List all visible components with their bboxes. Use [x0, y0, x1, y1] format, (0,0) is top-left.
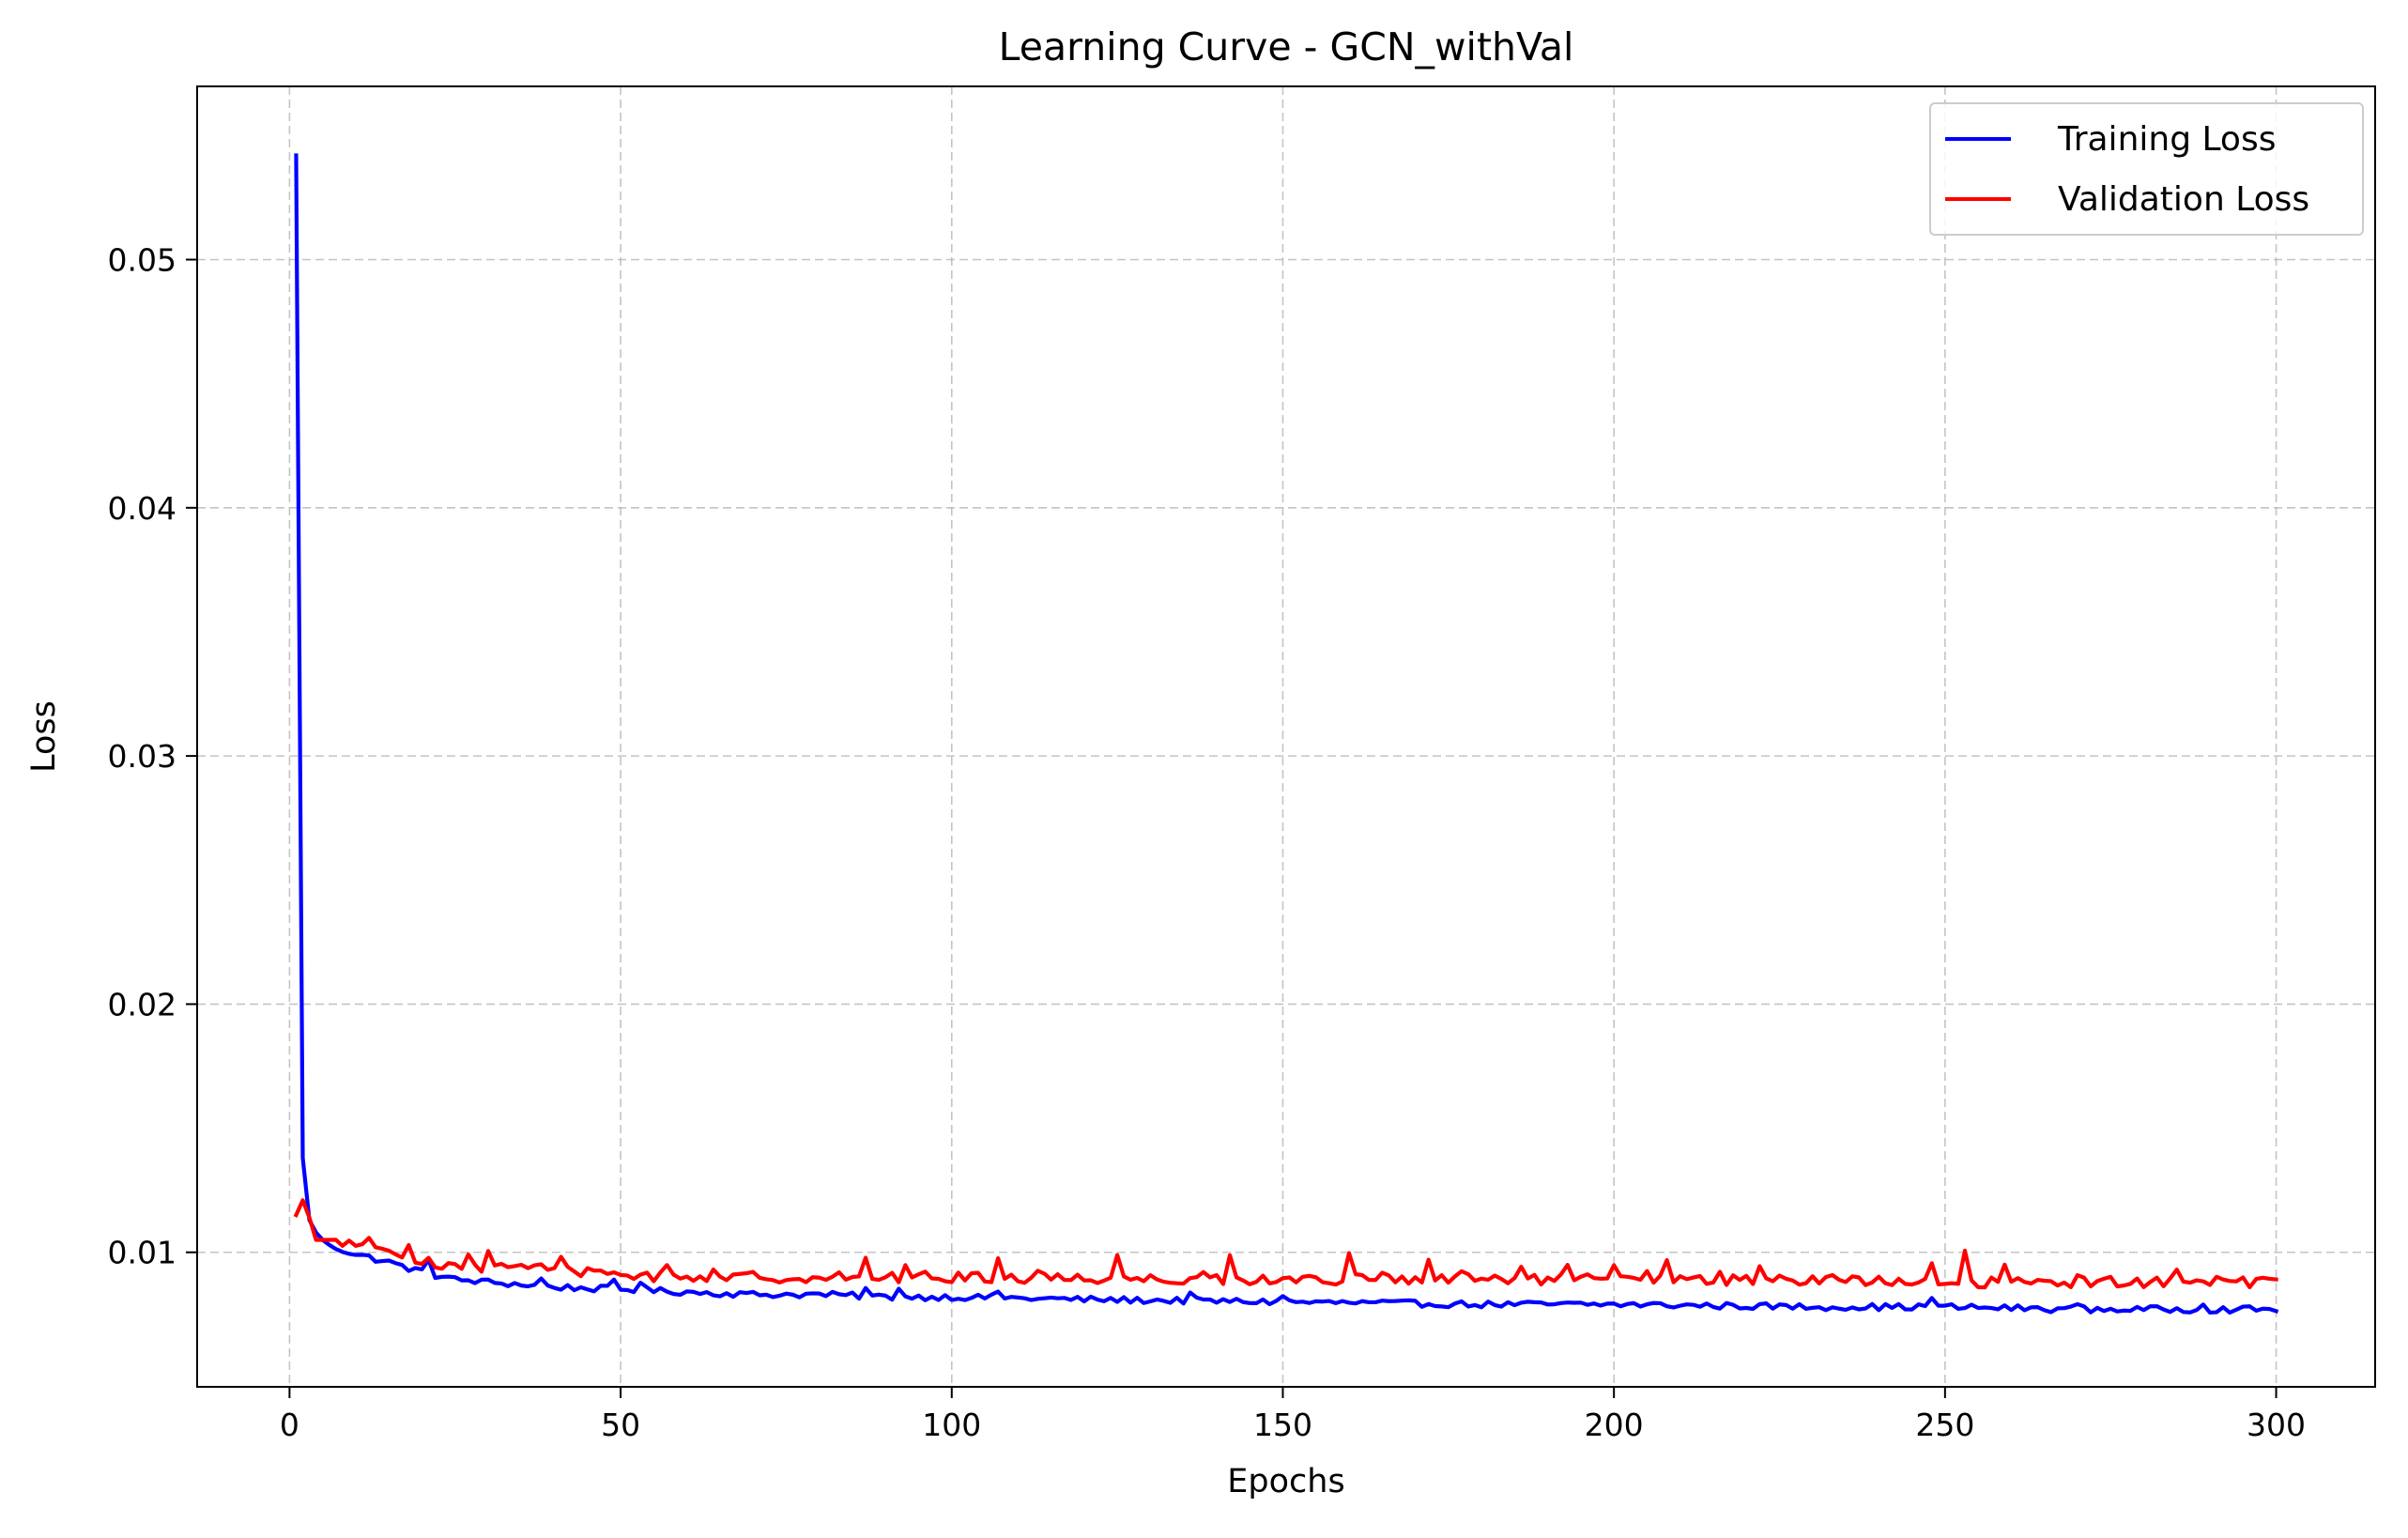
- legend-box: [1929, 102, 2364, 236]
- y-axis-ticks: 0.01 0.02 0.03 0.04 0.05: [108, 241, 197, 1271]
- chart-title: Learning Curve - GCN_withVal: [999, 24, 1574, 69]
- y-tick-label: 0.01: [108, 1235, 176, 1271]
- legend: Training Loss Validation Loss: [1929, 102, 2364, 236]
- y-tick-label: 0.04: [108, 490, 176, 527]
- x-tick-label: 0: [280, 1407, 299, 1443]
- x-axis-ticks: 0 50 100 150 200 250 300: [280, 1387, 2306, 1443]
- y-tick-label: 0.05: [108, 241, 176, 278]
- x-tick-label: 100: [922, 1407, 981, 1443]
- x-axis-label: Epochs: [1227, 1463, 1344, 1500]
- grid-lines: [197, 86, 2375, 1387]
- legend-label-training-loss: Training Loss: [2057, 120, 2276, 159]
- legend-label-validation-loss: Validation Loss: [2058, 180, 2309, 219]
- x-tick-label: 250: [1915, 1407, 1974, 1443]
- x-tick-label: 150: [1253, 1407, 1312, 1443]
- series-layer: [293, 153, 2279, 1315]
- y-tick-label: 0.02: [108, 986, 176, 1023]
- plot-area-frame: [196, 85, 2376, 1388]
- y-axis-label: Loss: [25, 700, 63, 773]
- series-line-training-loss: [294, 153, 2279, 1315]
- x-tick-label: 300: [2247, 1407, 2306, 1443]
- x-tick-label: 50: [601, 1407, 640, 1443]
- y-tick-label: 0.03: [108, 738, 176, 775]
- x-tick-label: 200: [1585, 1407, 1644, 1443]
- series-line-validation-loss: [293, 1198, 2278, 1290]
